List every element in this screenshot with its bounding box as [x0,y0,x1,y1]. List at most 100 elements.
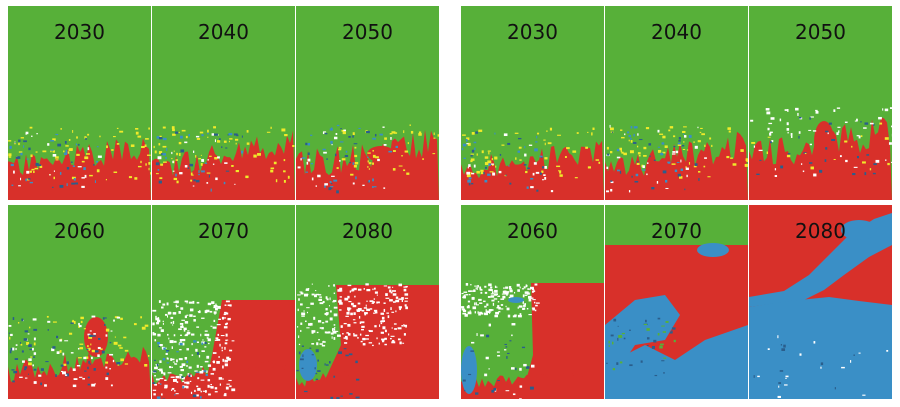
yellow-patch [235,142,237,145]
white-patch [189,308,194,312]
speckle [610,181,614,184]
red-land-region [814,121,834,161]
red-land-region [84,317,108,357]
white-patch [467,300,471,303]
white-patch [330,332,334,335]
speckle [374,133,377,137]
white-patch [487,311,491,313]
speckle [10,163,14,167]
yellow-patch [693,165,697,168]
white-patch [226,356,230,360]
white-patch [204,330,208,332]
white-patch [210,386,214,389]
speckle [19,342,21,344]
speckle [467,179,471,183]
speckle [368,179,371,183]
white-patch [863,127,867,129]
white-patch [168,337,170,340]
white-patch [159,377,164,380]
speckle [333,179,338,182]
yellow-patch [701,133,705,136]
white-patch [856,118,858,122]
speckle [355,360,358,364]
white-patch [319,327,322,329]
speckle [781,348,786,351]
white-patch [169,340,174,344]
yellow-patch [700,127,703,129]
white-patch [462,312,467,315]
yellow-patch [181,129,186,132]
speckle [813,173,817,177]
speckle [296,369,299,372]
white-patch [399,307,402,311]
white-patch [373,309,378,312]
white-patch [878,116,882,120]
white-patch [808,129,812,131]
yellow-patch [284,133,288,137]
white-patch [490,309,494,311]
white-patch [530,286,534,290]
white-patch [815,110,819,114]
white-patch [494,294,497,296]
yellow-patch [350,173,354,176]
speckle [646,328,650,331]
white-patch [161,393,163,396]
speckle [485,356,489,360]
white-patch [368,330,373,333]
white-patch [217,333,220,336]
speckle [528,144,533,146]
yellow-patch [354,146,357,149]
yellow-patch [112,136,116,138]
yellow-patch [732,163,737,166]
speckle [483,172,485,175]
white-patch [365,338,369,340]
speckle [87,366,89,370]
white-patch [339,309,342,311]
speckle [180,149,185,153]
white-patch [231,340,235,342]
speckle [642,165,645,169]
speckle [475,131,478,134]
white-patch [494,314,499,318]
speckle [109,353,114,356]
red-land-region [367,146,395,162]
white-patch [157,333,161,337]
yellow-patch [688,162,691,165]
speckle [468,183,471,186]
white-patch [196,301,200,304]
yellow-patch [91,349,95,353]
yellow-patch [726,155,730,159]
speckle [383,187,386,189]
speckle [31,135,33,137]
white-patch [779,118,782,122]
speckle [325,364,329,366]
white-patch [325,313,328,316]
yellow-patch [52,150,55,153]
yellow-patch [117,344,122,347]
speckle [192,394,197,398]
speckle [618,334,623,338]
speckle [333,136,338,140]
speckle [87,333,91,336]
speckle [785,377,787,379]
white-patch [179,376,182,379]
white-patch [222,378,224,380]
yellow-patch [495,165,497,168]
speckle [105,377,109,380]
white-patch [329,317,333,321]
white-patch [486,303,489,306]
speckle [157,341,161,345]
white-patch [222,358,225,362]
white-patch [854,120,858,122]
white-patch [386,312,389,314]
speckle [471,341,475,344]
yellow-patch [697,140,701,143]
speckle [233,133,238,136]
yellow-patch [403,130,405,134]
yellow-patch [629,150,634,154]
white-patch [222,365,224,369]
yellow-patch [392,168,396,171]
yellow-patch [281,128,286,132]
white-patch [195,348,198,352]
yellow-patch [481,150,484,154]
